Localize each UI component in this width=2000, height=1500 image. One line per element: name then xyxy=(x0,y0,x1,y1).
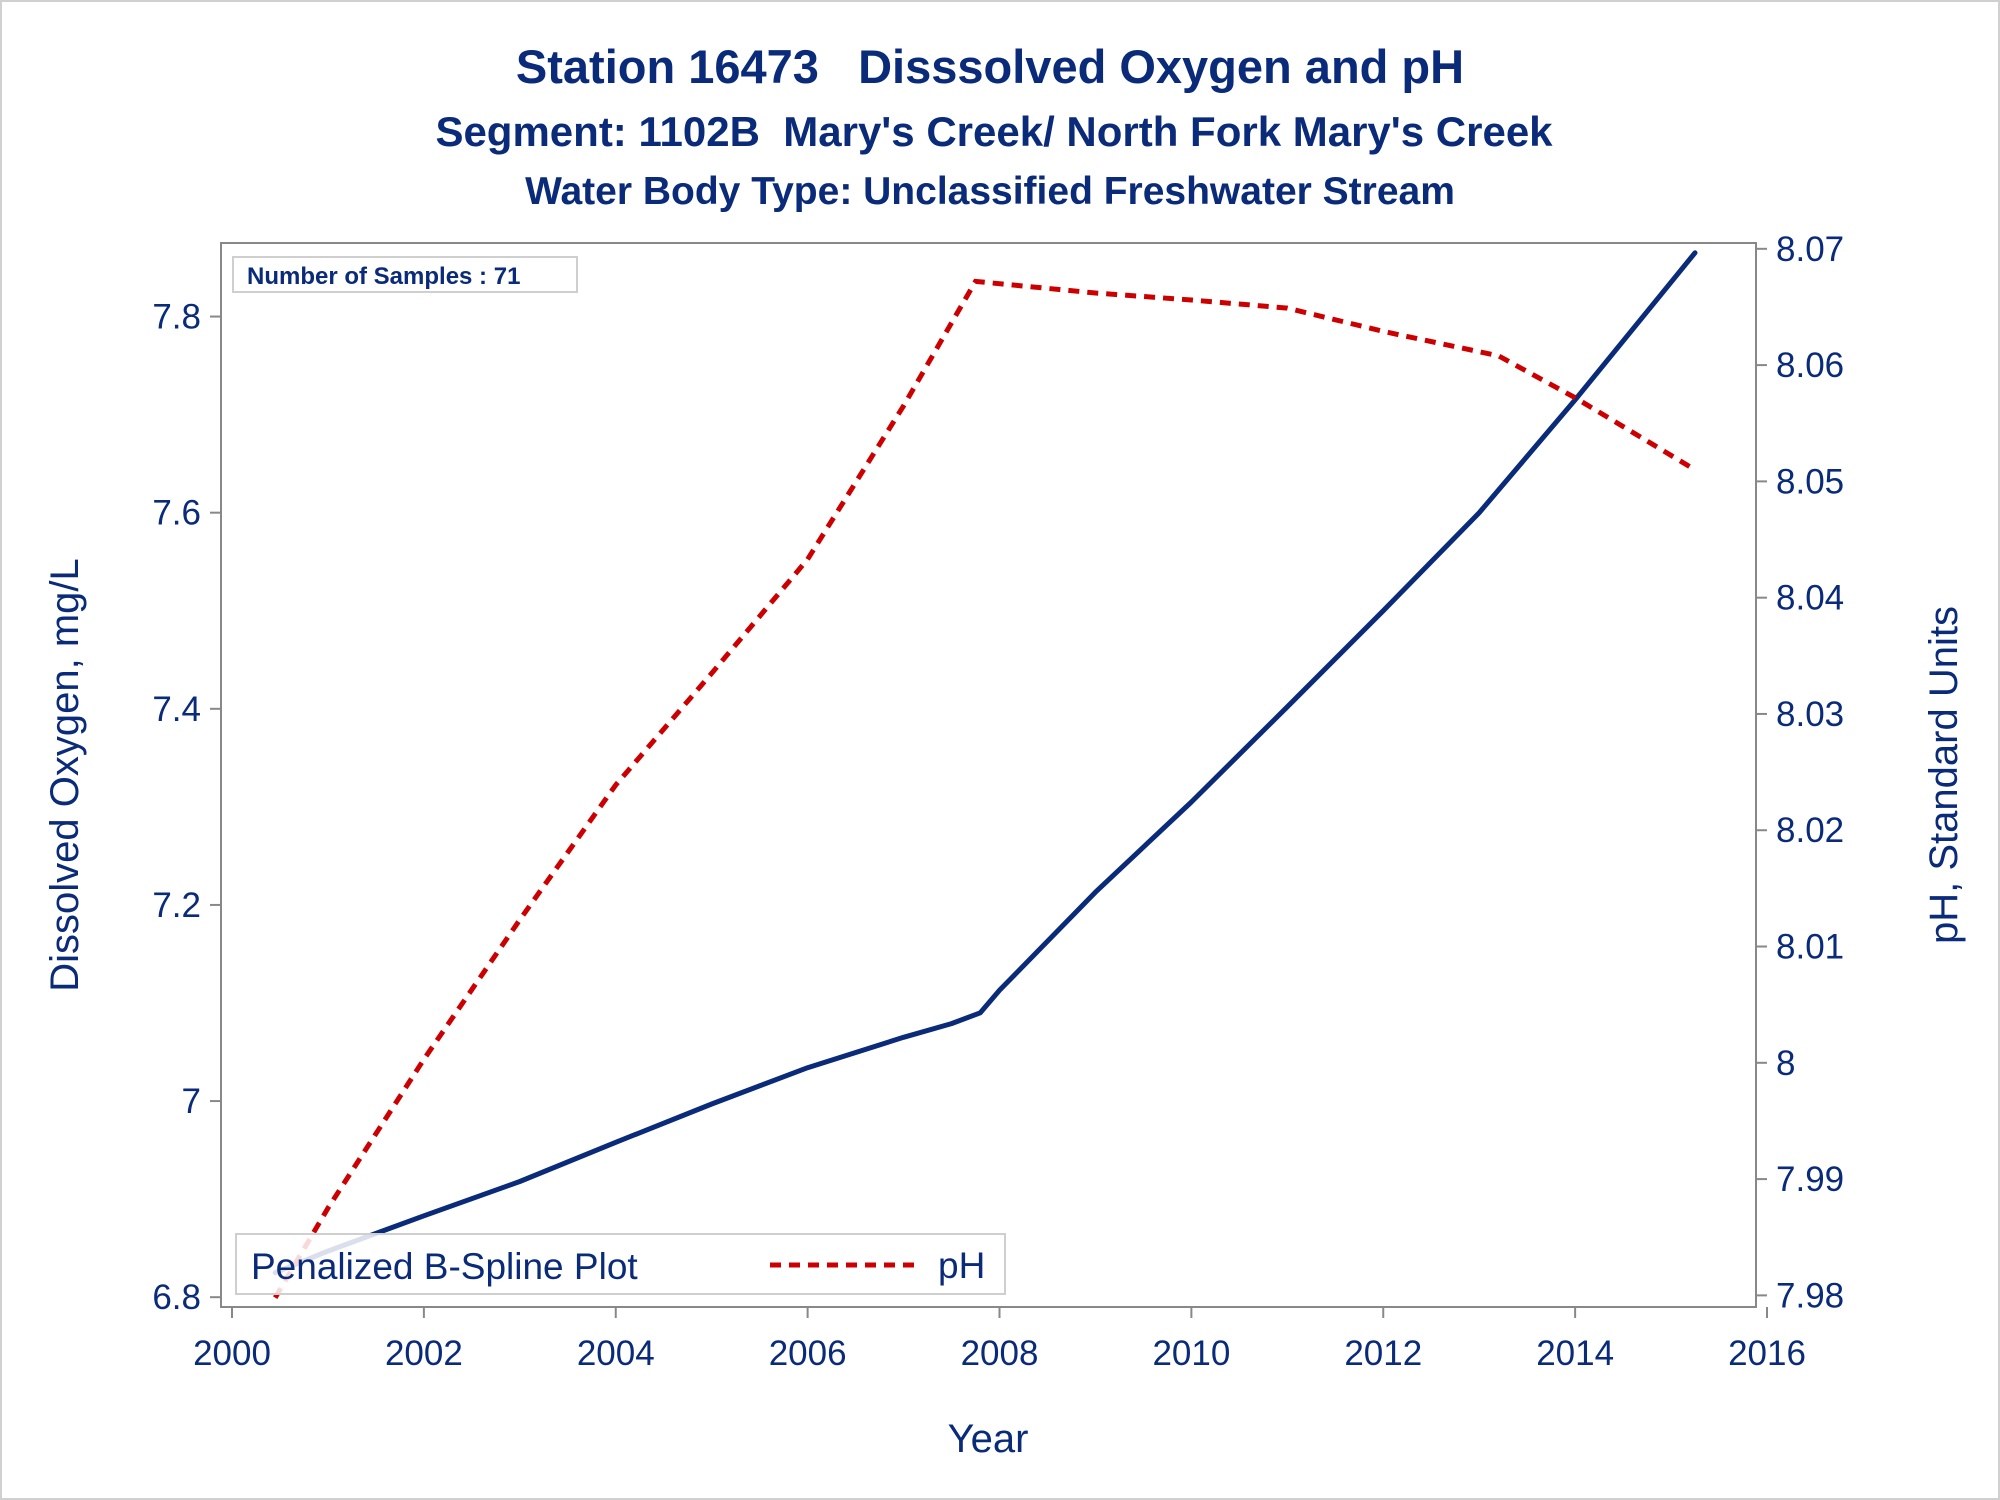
legend-ph-label: pH xyxy=(938,1245,985,1286)
dissolved-oxygen-series-line xyxy=(272,250,1698,1276)
chart-subtitle-waterbody: Water Body Type: Unclassified Freshwater… xyxy=(525,170,1455,213)
x-tick-label: 2000 xyxy=(193,1334,271,1373)
y2-tick-label: 8.06 xyxy=(1776,346,1844,385)
y-tick-label: 7.2 xyxy=(152,886,201,925)
plot-area xyxy=(220,242,1757,1308)
x-tick-label: 2010 xyxy=(1152,1334,1230,1373)
chart-title: Station 16473 Disssolved Oxygen and pH xyxy=(516,40,1464,93)
y2-tick-label: 8.02 xyxy=(1776,811,1844,850)
y-tick-label: 7.8 xyxy=(152,298,201,337)
y-axis-right: 7.98 7.99 8 8.01 8.02 8.03 8.04 8.05 8.06 8.07 xyxy=(1756,230,1844,1315)
x-tick-label: 2008 xyxy=(961,1334,1039,1373)
y-tick-label: 7.4 xyxy=(152,690,201,729)
y2-axis-label: pH, Standard Units xyxy=(1922,606,1966,944)
y2-tick-label: 7.98 xyxy=(1776,1276,1844,1315)
y2-tick-label: 8.03 xyxy=(1776,695,1844,734)
sample-count-box xyxy=(232,256,578,293)
x-axis-label: Year xyxy=(948,1417,1029,1461)
x-tick-label: 2014 xyxy=(1536,1334,1614,1373)
chart-subtitle-segment: Segment: 1102B Mary's Creek/ North Fork … xyxy=(435,108,1553,155)
ph-series-line xyxy=(273,278,1697,1299)
y-axis-label: Dissolved Oxygen, mg/L xyxy=(43,558,87,992)
x-tick-label: 2006 xyxy=(769,1334,847,1373)
y2-tick-label: 8.07 xyxy=(1776,230,1844,269)
y2-tick-label: 8 xyxy=(1776,1044,1795,1083)
x-tick-label: 2004 xyxy=(577,1334,655,1373)
x-tick-label: 2012 xyxy=(1344,1334,1422,1373)
x-tick-label: 2002 xyxy=(385,1334,463,1373)
y2-tick-label: 8.01 xyxy=(1776,928,1844,967)
x-axis: 2000 2002 2004 2006 2008 2010 2012 2014 2016 xyxy=(193,1307,1806,1373)
legend-box xyxy=(235,1233,1006,1295)
y-axis-left: 6.8 7 7.2 7.4 7.6 7.8 xyxy=(152,298,221,1317)
y2-tick-label: 8.05 xyxy=(1776,462,1844,501)
y2-tick-label: 8.04 xyxy=(1776,579,1844,618)
sample-count-label: Number of Samples : 71 xyxy=(247,263,520,290)
x-tick-label: 2016 xyxy=(1728,1334,1806,1373)
y-tick-label: 7.6 xyxy=(152,494,201,533)
legend-title: Penalized B-Spline Plot xyxy=(251,1246,638,1287)
y2-tick-label: 7.99 xyxy=(1776,1160,1844,1199)
y-tick-label: 7 xyxy=(182,1082,201,1121)
y-tick-label: 6.8 xyxy=(152,1278,201,1317)
